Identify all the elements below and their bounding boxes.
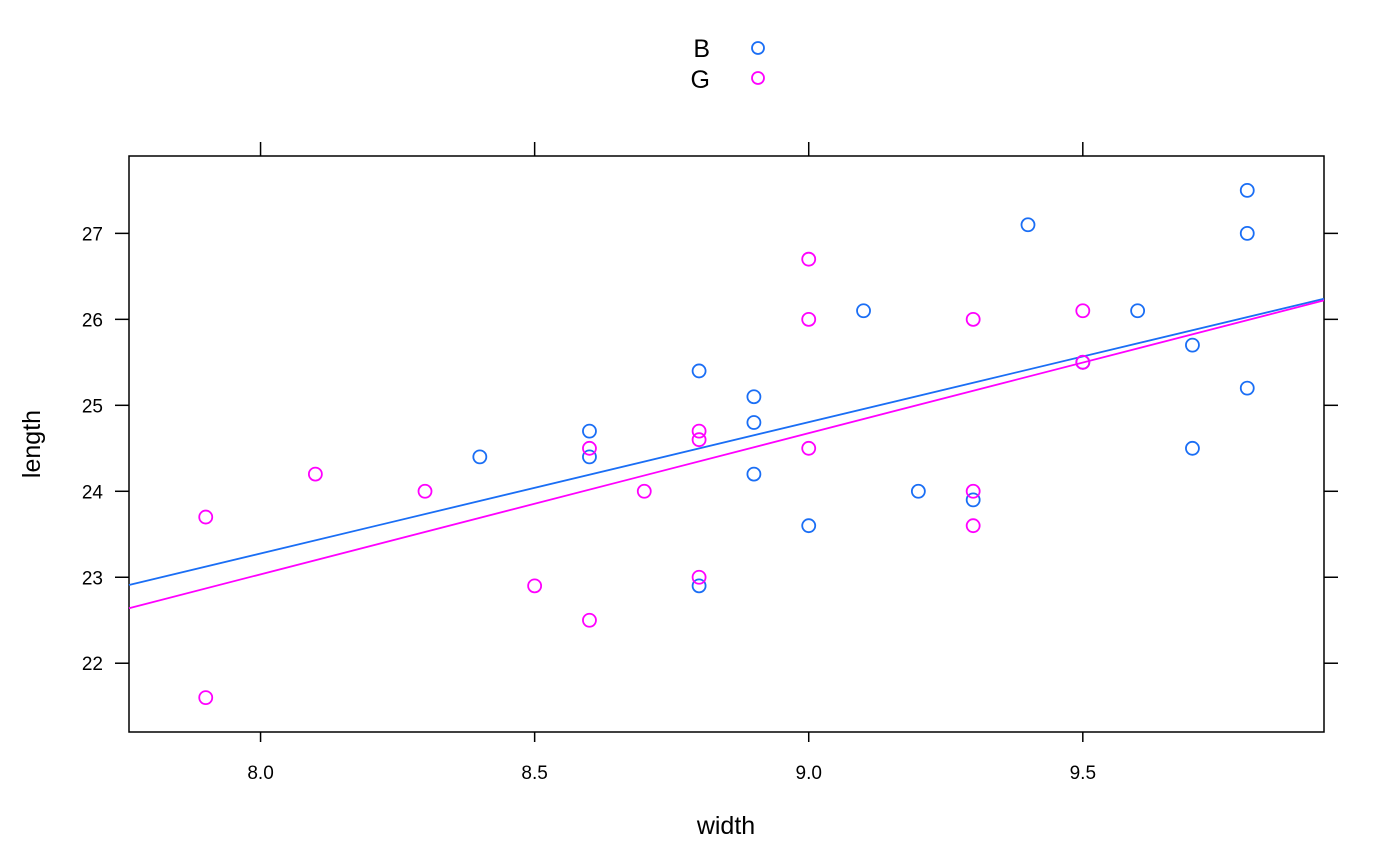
legend-marker-g	[751, 71, 765, 85]
x-tick-label: 8.0	[247, 763, 273, 784]
point-g	[636, 483, 652, 499]
y-tick-label: 26	[82, 310, 103, 331]
point-b	[801, 518, 817, 534]
point-g	[801, 440, 817, 456]
x-tick-label: 9.5	[1070, 763, 1096, 784]
point-g	[198, 690, 214, 706]
y-tick-label: 27	[82, 224, 103, 245]
point-g	[801, 311, 817, 327]
y-tick-label: 23	[82, 568, 103, 589]
data-points	[198, 182, 1255, 706]
x-axis-title: width	[696, 812, 755, 840]
point-b	[746, 466, 762, 482]
point-g	[691, 423, 707, 439]
point-b	[746, 389, 762, 405]
legend-label-b: B	[693, 35, 710, 63]
fit-line-g	[128, 299, 1325, 610]
point-b	[1185, 337, 1200, 353]
point-g	[1075, 303, 1091, 319]
point-b	[691, 578, 707, 594]
x-tick-label: 8.5	[521, 763, 547, 784]
point-g	[965, 518, 981, 534]
point-b	[746, 415, 762, 430]
y-axis: 22 23 24 25 26 27	[82, 224, 1338, 675]
point-g	[417, 483, 433, 499]
plot-frame	[128, 155, 1325, 733]
point-g	[582, 612, 597, 628]
legend-marker-b	[751, 41, 765, 55]
point-b	[1185, 440, 1200, 456]
point-b	[1020, 217, 1036, 233]
point-g	[198, 509, 214, 525]
point-g	[527, 578, 543, 594]
point-b	[1239, 380, 1255, 396]
point-b	[1239, 225, 1255, 241]
y-axis-title: length	[18, 410, 46, 478]
point-b	[965, 492, 981, 508]
y-tick-label: 24	[82, 482, 104, 503]
point-b	[856, 303, 871, 319]
point-g	[965, 483, 981, 499]
point-b	[582, 423, 597, 439]
fit-lines	[128, 297, 1325, 610]
point-b	[582, 449, 597, 465]
point-b	[910, 483, 926, 499]
x-axis: 8.0 8.5 9.0 9.5	[247, 142, 1096, 784]
point-b	[1239, 182, 1255, 198]
fit-line-b	[128, 297, 1325, 586]
point-b	[1130, 303, 1146, 319]
x-tick-label: 9.0	[796, 763, 822, 784]
point-g	[691, 432, 707, 448]
point-g	[965, 311, 981, 327]
legend: B G	[691, 35, 765, 94]
point-b	[691, 363, 707, 379]
y-tick-label: 22	[82, 654, 103, 675]
point-g	[307, 466, 323, 482]
legend-label-g: G	[691, 66, 710, 94]
point-b	[472, 449, 488, 465]
point-g	[691, 569, 707, 585]
y-tick-label: 25	[82, 396, 103, 417]
point-g	[801, 251, 817, 267]
point-g	[1075, 354, 1091, 370]
point-g	[582, 440, 597, 456]
